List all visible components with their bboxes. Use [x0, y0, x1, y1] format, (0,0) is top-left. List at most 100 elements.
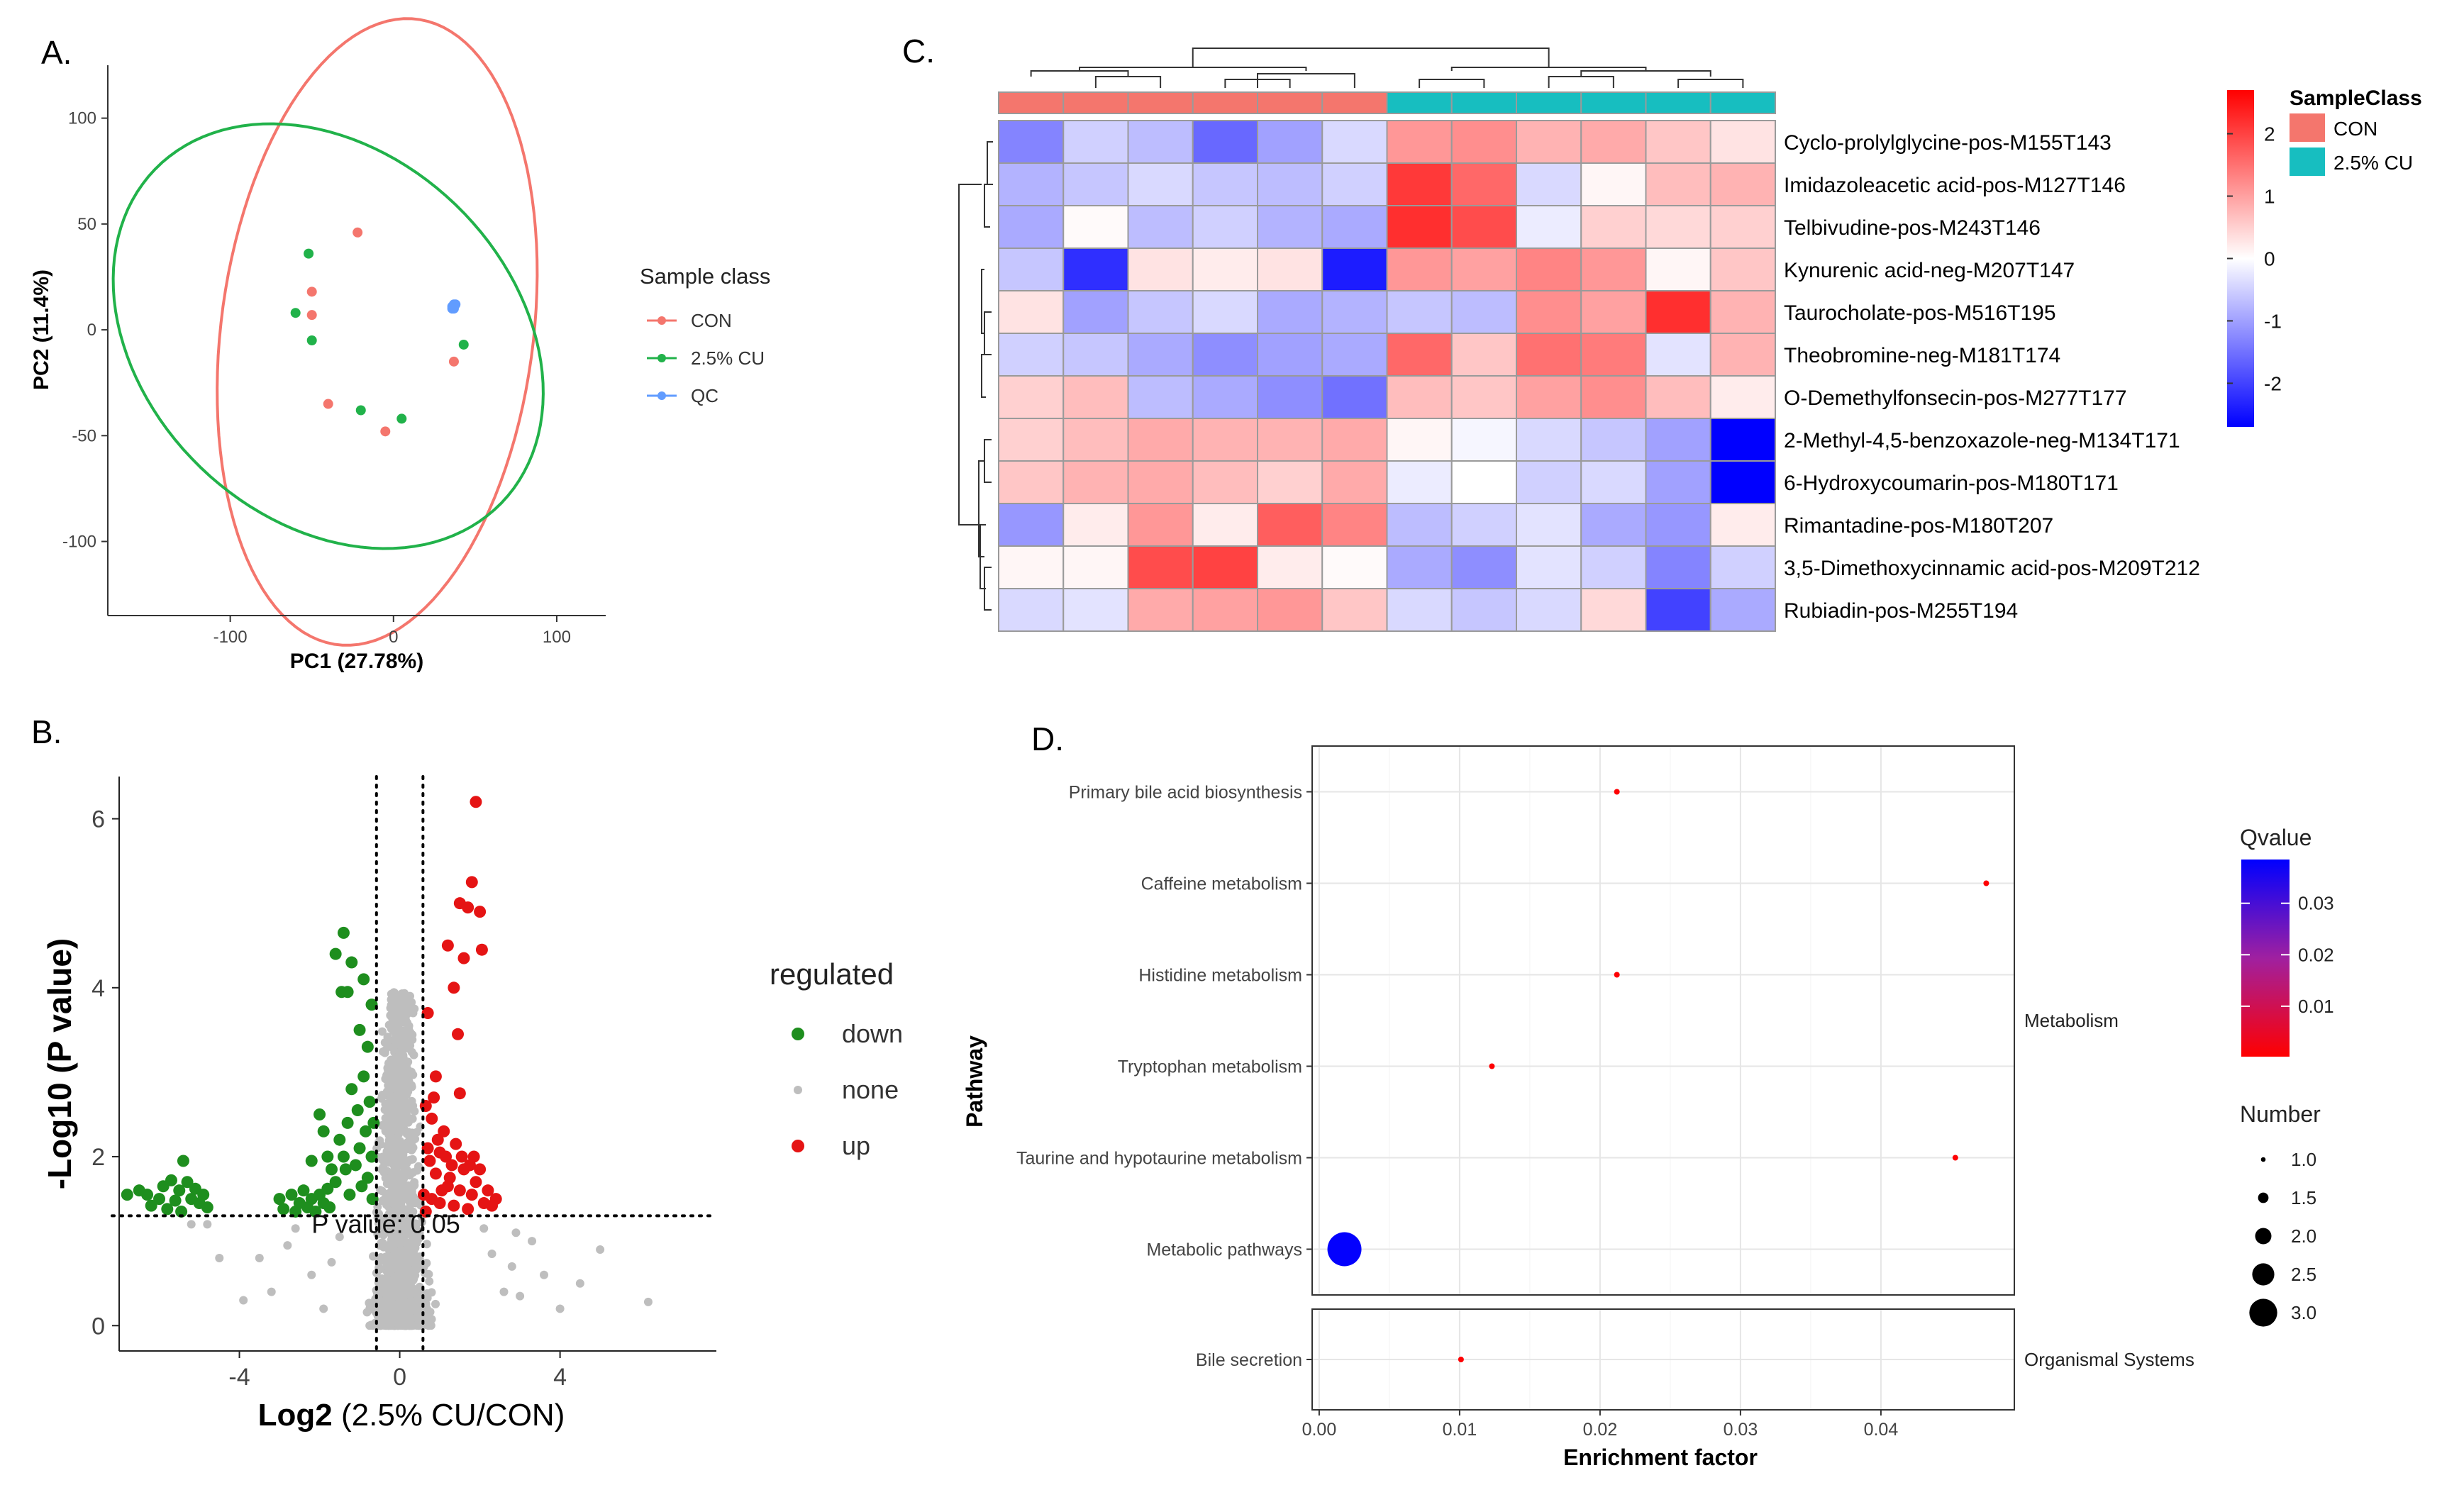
heatmap-group-annotation-cell: [1516, 91, 1582, 114]
heatmap-row-label: 3,5-Dimethoxycinnamic acid-pos-M209T212: [1784, 557, 2200, 580]
volcano-point-up: [438, 1125, 450, 1138]
volcano-point-up: [455, 1150, 468, 1163]
volcano-point-up: [448, 1199, 460, 1212]
volcano-point-none: [528, 1237, 537, 1246]
pca-legend-title: Sample class: [640, 264, 770, 289]
volcano-point-none: [396, 1281, 405, 1291]
heatmap-cell: [1062, 290, 1129, 334]
volcano-point-up: [448, 981, 460, 994]
volcano-point-none: [406, 1320, 415, 1330]
enrichment-pathway-label: Tryptophan metabolism: [1118, 1057, 1302, 1077]
volcano-point-up: [423, 1155, 436, 1167]
volcano-point-down: [181, 1176, 194, 1189]
heatmap-cell: [1580, 588, 1647, 632]
volcano-point-none: [381, 1119, 390, 1128]
heatmap-cell: [1127, 375, 1194, 419]
volcano-point-up: [429, 1167, 442, 1180]
heatmap-column-dendrogram-branch: [1257, 73, 1355, 88]
volcano-point-none: [394, 1108, 404, 1117]
volcano-point-down: [349, 1159, 362, 1172]
heatmap-cell: [998, 460, 1065, 504]
volcano-point-none: [388, 1252, 397, 1261]
heatmap-row-label: 6-Hydroxycoumarin-pos-M180T171: [1784, 472, 2119, 495]
number-legend-key: [2249, 1298, 2277, 1327]
heatmap-cell: [1257, 418, 1323, 462]
heatmap-cell: [1386, 375, 1453, 419]
volcano-point-none: [407, 1188, 416, 1197]
heatmap-row-dendrogram-branch: [987, 141, 993, 185]
volcano-point-none: [404, 1284, 413, 1293]
enrichment-y-axis-title: Pathway: [962, 1035, 987, 1128]
volcano-point-none: [507, 1262, 516, 1271]
volcano-point-none: [399, 1195, 409, 1204]
heatmap-cell: [1645, 460, 1711, 504]
number-legend-label: 2.5: [2291, 1264, 2316, 1285]
volcano-point-up: [465, 1189, 478, 1201]
heatmap-scale-tick-label: 0: [2264, 248, 2275, 270]
heatmap-cell: [1580, 205, 1647, 249]
volcano-point-none: [381, 1252, 390, 1262]
panel-c-label: C.: [902, 33, 935, 69]
volcano-point-up: [452, 1028, 465, 1040]
heatmap-cell: [1709, 418, 1776, 462]
enrichment-pathway-label: Taurine and hypotaurine metabolism: [1016, 1149, 1302, 1169]
volcano-point-up: [462, 1203, 475, 1216]
volcano-point-none: [378, 1282, 387, 1291]
volcano-point-up: [453, 1184, 466, 1197]
volcano-point-down: [321, 1150, 334, 1163]
volcano-point-none: [408, 1114, 417, 1123]
heatmap-cell: [1192, 333, 1258, 377]
heatmap-scale-tick-label: -2: [2264, 372, 2282, 394]
heatmap-cell: [998, 290, 1065, 334]
volcano-point-down: [326, 1163, 338, 1176]
volcano-point-none: [387, 1187, 396, 1196]
volcano-point-down: [121, 1189, 133, 1201]
volcano-point-none: [408, 1155, 417, 1164]
heatmap-row-dendrogram-branch: [984, 439, 992, 483]
heatmap-cell: [1062, 248, 1129, 291]
pca-legend-key-dot: [657, 354, 666, 362]
volcano-point-none: [307, 1270, 316, 1279]
heatmap-cell: [1450, 588, 1517, 632]
heatmap-row-dendrogram-branch: [978, 460, 984, 557]
heatmap-cell: [1321, 418, 1388, 462]
heatmap-cell: [998, 162, 1065, 206]
heatmap-cell: [1321, 503, 1388, 547]
enrichment-pathway-label: Histidine metabolism: [1138, 966, 1302, 986]
heatmap-row-label: 2-Methyl-4,5-benzoxazole-neg-M134T171: [1784, 429, 2180, 452]
heatmap-cell: [1062, 503, 1129, 547]
volcano-legend-label: none: [842, 1075, 899, 1104]
heatmap-cell: [1321, 120, 1388, 164]
number-legend-key: [2260, 1157, 2266, 1162]
volcano-point-down: [273, 1193, 286, 1206]
volcano-y-tick-label: 0: [91, 1313, 105, 1340]
pca-y-tick-label: -50: [72, 426, 96, 445]
heatmap-cell: [1645, 290, 1711, 334]
heatmap-cell: [1386, 162, 1453, 206]
heatmap-cell: [1192, 290, 1258, 334]
enrichment-bubble: [1458, 1357, 1464, 1362]
heatmap-row-label: Rubiadin-pos-M255T194: [1784, 599, 2018, 623]
volcano-point-up: [428, 1091, 440, 1104]
heatmap-cell: [1580, 162, 1647, 206]
heatmap-group-annotation-cell: [1645, 91, 1711, 114]
heatmap-group-annotation-cell: [998, 91, 1065, 114]
heatmap-cell: [1645, 545, 1711, 589]
heatmap-row-dendrogram-branch: [984, 311, 992, 355]
heatmap-cell: [1321, 333, 1388, 377]
volcano-point-down: [345, 956, 358, 969]
heatmap-column-dendrogram-branch: [1677, 79, 1744, 88]
volcano-point-none: [390, 1163, 399, 1172]
heatmap-cell: [1386, 460, 1453, 504]
heatmap-cell: [1516, 460, 1582, 504]
heatmap-cell: [1127, 333, 1194, 377]
volcano-point-none: [643, 1297, 653, 1306]
volcano-point-none: [383, 1064, 392, 1073]
enrichment-x-tick-label: 0.01: [1443, 1420, 1477, 1440]
pca-point: [290, 308, 301, 318]
heatmap-cell: [1516, 333, 1582, 377]
qvalue-tick-label: 0.03: [2298, 893, 2334, 914]
heatmap-cell: [1127, 460, 1194, 504]
heatmap-cell: [1645, 418, 1711, 462]
heatmap-legend-swatch: [2290, 148, 2325, 176]
